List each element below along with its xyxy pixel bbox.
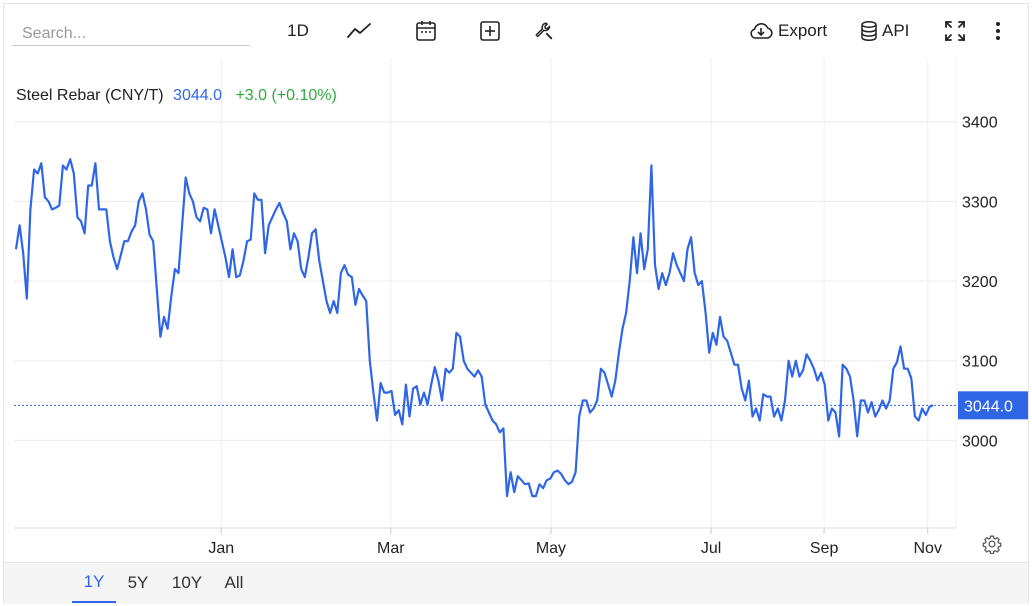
- chart-area[interactable]: 3000 3100 3200 3300 3400 Jan Mar May Jul Sep Nov …: [4, 50, 1030, 562]
- settings-tool-button[interactable]: [530, 14, 558, 48]
- more-menu-button[interactable]: [988, 14, 1008, 48]
- x-tick-label: Mar: [377, 540, 405, 557]
- x-tick-label: Sep: [810, 540, 839, 557]
- series-line: [14, 158, 934, 498]
- line-chart-icon: [347, 23, 371, 38]
- y-axis: 3000 3100 3200 3300 3400: [962, 115, 998, 451]
- range-button-all[interactable]: All: [224, 573, 244, 592]
- x-tick-label: Jul: [701, 540, 721, 557]
- fullscreen-icon: [945, 21, 965, 41]
- chart-grid: [14, 58, 957, 528]
- y-tick-label: 3100: [962, 354, 998, 371]
- x-axis: Jan Mar May Jul Sep Nov: [14, 527, 956, 557]
- legend-price: 3044.0: [173, 87, 222, 104]
- wrench-icon: [535, 22, 553, 40]
- fullscreen-button[interactable]: [942, 14, 968, 48]
- more-vertical-icon: [996, 22, 1000, 40]
- api-label: API: [882, 21, 910, 40]
- range-button-5y[interactable]: 5Y: [127, 573, 149, 592]
- line-chart-button[interactable]: [344, 14, 374, 48]
- api-button[interactable]: API: [859, 14, 919, 48]
- legend-change: +3.0 (+0.10%): [235, 87, 336, 104]
- chart-settings-gear-icon[interactable]: [982, 534, 1002, 554]
- last-price-tag-label: 3044.0: [964, 398, 1013, 415]
- legend: Steel Rebar (CNY/T) 3044.0 +3.0 (+0.10%): [16, 87, 337, 104]
- range-button-1y[interactable]: 1Y: [72, 563, 116, 603]
- last-price-tag: 3044.0: [958, 391, 1028, 420]
- y-tick-label: 3200: [962, 274, 998, 291]
- y-tick-label: 3300: [962, 194, 998, 211]
- range-selector-bar: 1Y 5Y 10Y All: [4, 562, 1028, 604]
- export-button[interactable]: Export: [748, 14, 836, 48]
- y-tick-label: 3000: [962, 433, 998, 450]
- range-button-10y[interactable]: 10Y: [171, 573, 203, 592]
- x-tick-label: May: [536, 540, 566, 557]
- calendar-icon: [416, 21, 436, 41]
- chart-widget: 1D: [3, 3, 1030, 604]
- x-tick-label: Nov: [914, 540, 942, 557]
- search-input[interactable]: [12, 16, 250, 46]
- legend-instrument-name: Steel Rebar (CNY/T): [16, 87, 164, 104]
- export-label: Export: [778, 21, 828, 40]
- x-tick-label: Jan: [208, 540, 234, 557]
- database-icon: [861, 20, 877, 42]
- add-indicator-button[interactable]: [476, 14, 504, 48]
- cloud-download-icon: [750, 22, 773, 39]
- toolbar: 1D: [4, 4, 1030, 50]
- date-range-button[interactable]: [412, 14, 440, 48]
- add-box-icon: [480, 21, 500, 41]
- y-tick-label: 3400: [962, 115, 998, 132]
- last-price-tag-bg: [958, 391, 1028, 420]
- interval-button[interactable]: 1D: [287, 21, 309, 40]
